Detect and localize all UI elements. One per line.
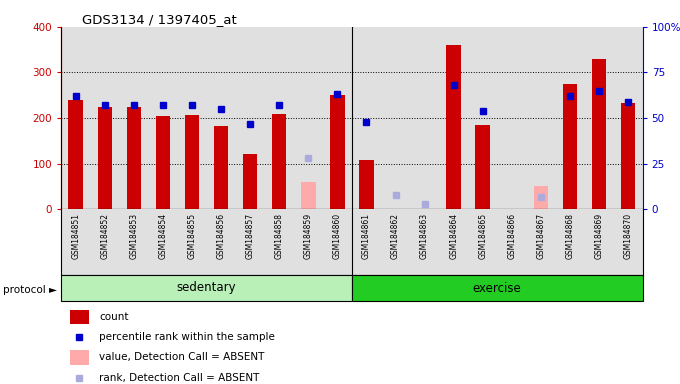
Text: GSM184869: GSM184869 [594, 213, 603, 259]
Bar [61, 275, 352, 301]
Bar [359, 160, 374, 209]
Text: value, Detection Call = ABSENT: value, Detection Call = ABSENT [99, 353, 265, 362]
Bar [621, 104, 635, 209]
Bar [301, 182, 316, 209]
Text: GSM184863: GSM184863 [420, 213, 429, 259]
Text: sedentary: sedentary [177, 281, 237, 295]
Bar [562, 84, 577, 209]
Bar [214, 126, 228, 209]
Text: GSM184858: GSM184858 [275, 213, 284, 258]
Text: protocol ►: protocol ► [3, 285, 57, 295]
Text: GSM184870: GSM184870 [624, 213, 632, 259]
Text: GSM184864: GSM184864 [449, 213, 458, 259]
Bar [475, 125, 490, 209]
Text: GDS3134 / 1397405_at: GDS3134 / 1397405_at [82, 13, 237, 26]
Bar [70, 310, 88, 324]
Bar [70, 350, 88, 365]
Text: GSM184851: GSM184851 [71, 213, 80, 258]
Text: GSM184856: GSM184856 [217, 213, 226, 259]
Bar [97, 107, 112, 209]
Bar [185, 115, 199, 209]
Text: GSM184868: GSM184868 [566, 213, 575, 258]
Bar [330, 95, 345, 209]
Bar [243, 154, 258, 209]
Text: GSM184866: GSM184866 [507, 213, 516, 259]
Bar [272, 114, 286, 209]
Bar [592, 59, 607, 209]
Text: GSM184857: GSM184857 [245, 213, 254, 259]
Text: count: count [99, 312, 129, 322]
Text: percentile rank within the sample: percentile rank within the sample [99, 332, 275, 342]
Text: rank, Detection Call = ABSENT: rank, Detection Call = ABSENT [99, 372, 259, 382]
Text: GSM184867: GSM184867 [537, 213, 545, 259]
Text: GSM184860: GSM184860 [333, 213, 342, 259]
Bar [534, 187, 548, 209]
Text: GSM184865: GSM184865 [478, 213, 487, 259]
Bar [156, 116, 170, 209]
Text: GSM184855: GSM184855 [188, 213, 197, 259]
Bar [446, 45, 461, 209]
Text: exercise: exercise [473, 281, 522, 295]
Text: GSM184861: GSM184861 [362, 213, 371, 258]
Bar [126, 107, 141, 209]
Bar [69, 100, 83, 209]
Text: GSM184852: GSM184852 [101, 213, 109, 258]
Bar [352, 275, 643, 301]
Text: GSM184862: GSM184862 [391, 213, 400, 258]
Text: GSM184859: GSM184859 [304, 213, 313, 259]
Text: GSM184853: GSM184853 [129, 213, 138, 259]
Text: GSM184854: GSM184854 [158, 213, 167, 259]
